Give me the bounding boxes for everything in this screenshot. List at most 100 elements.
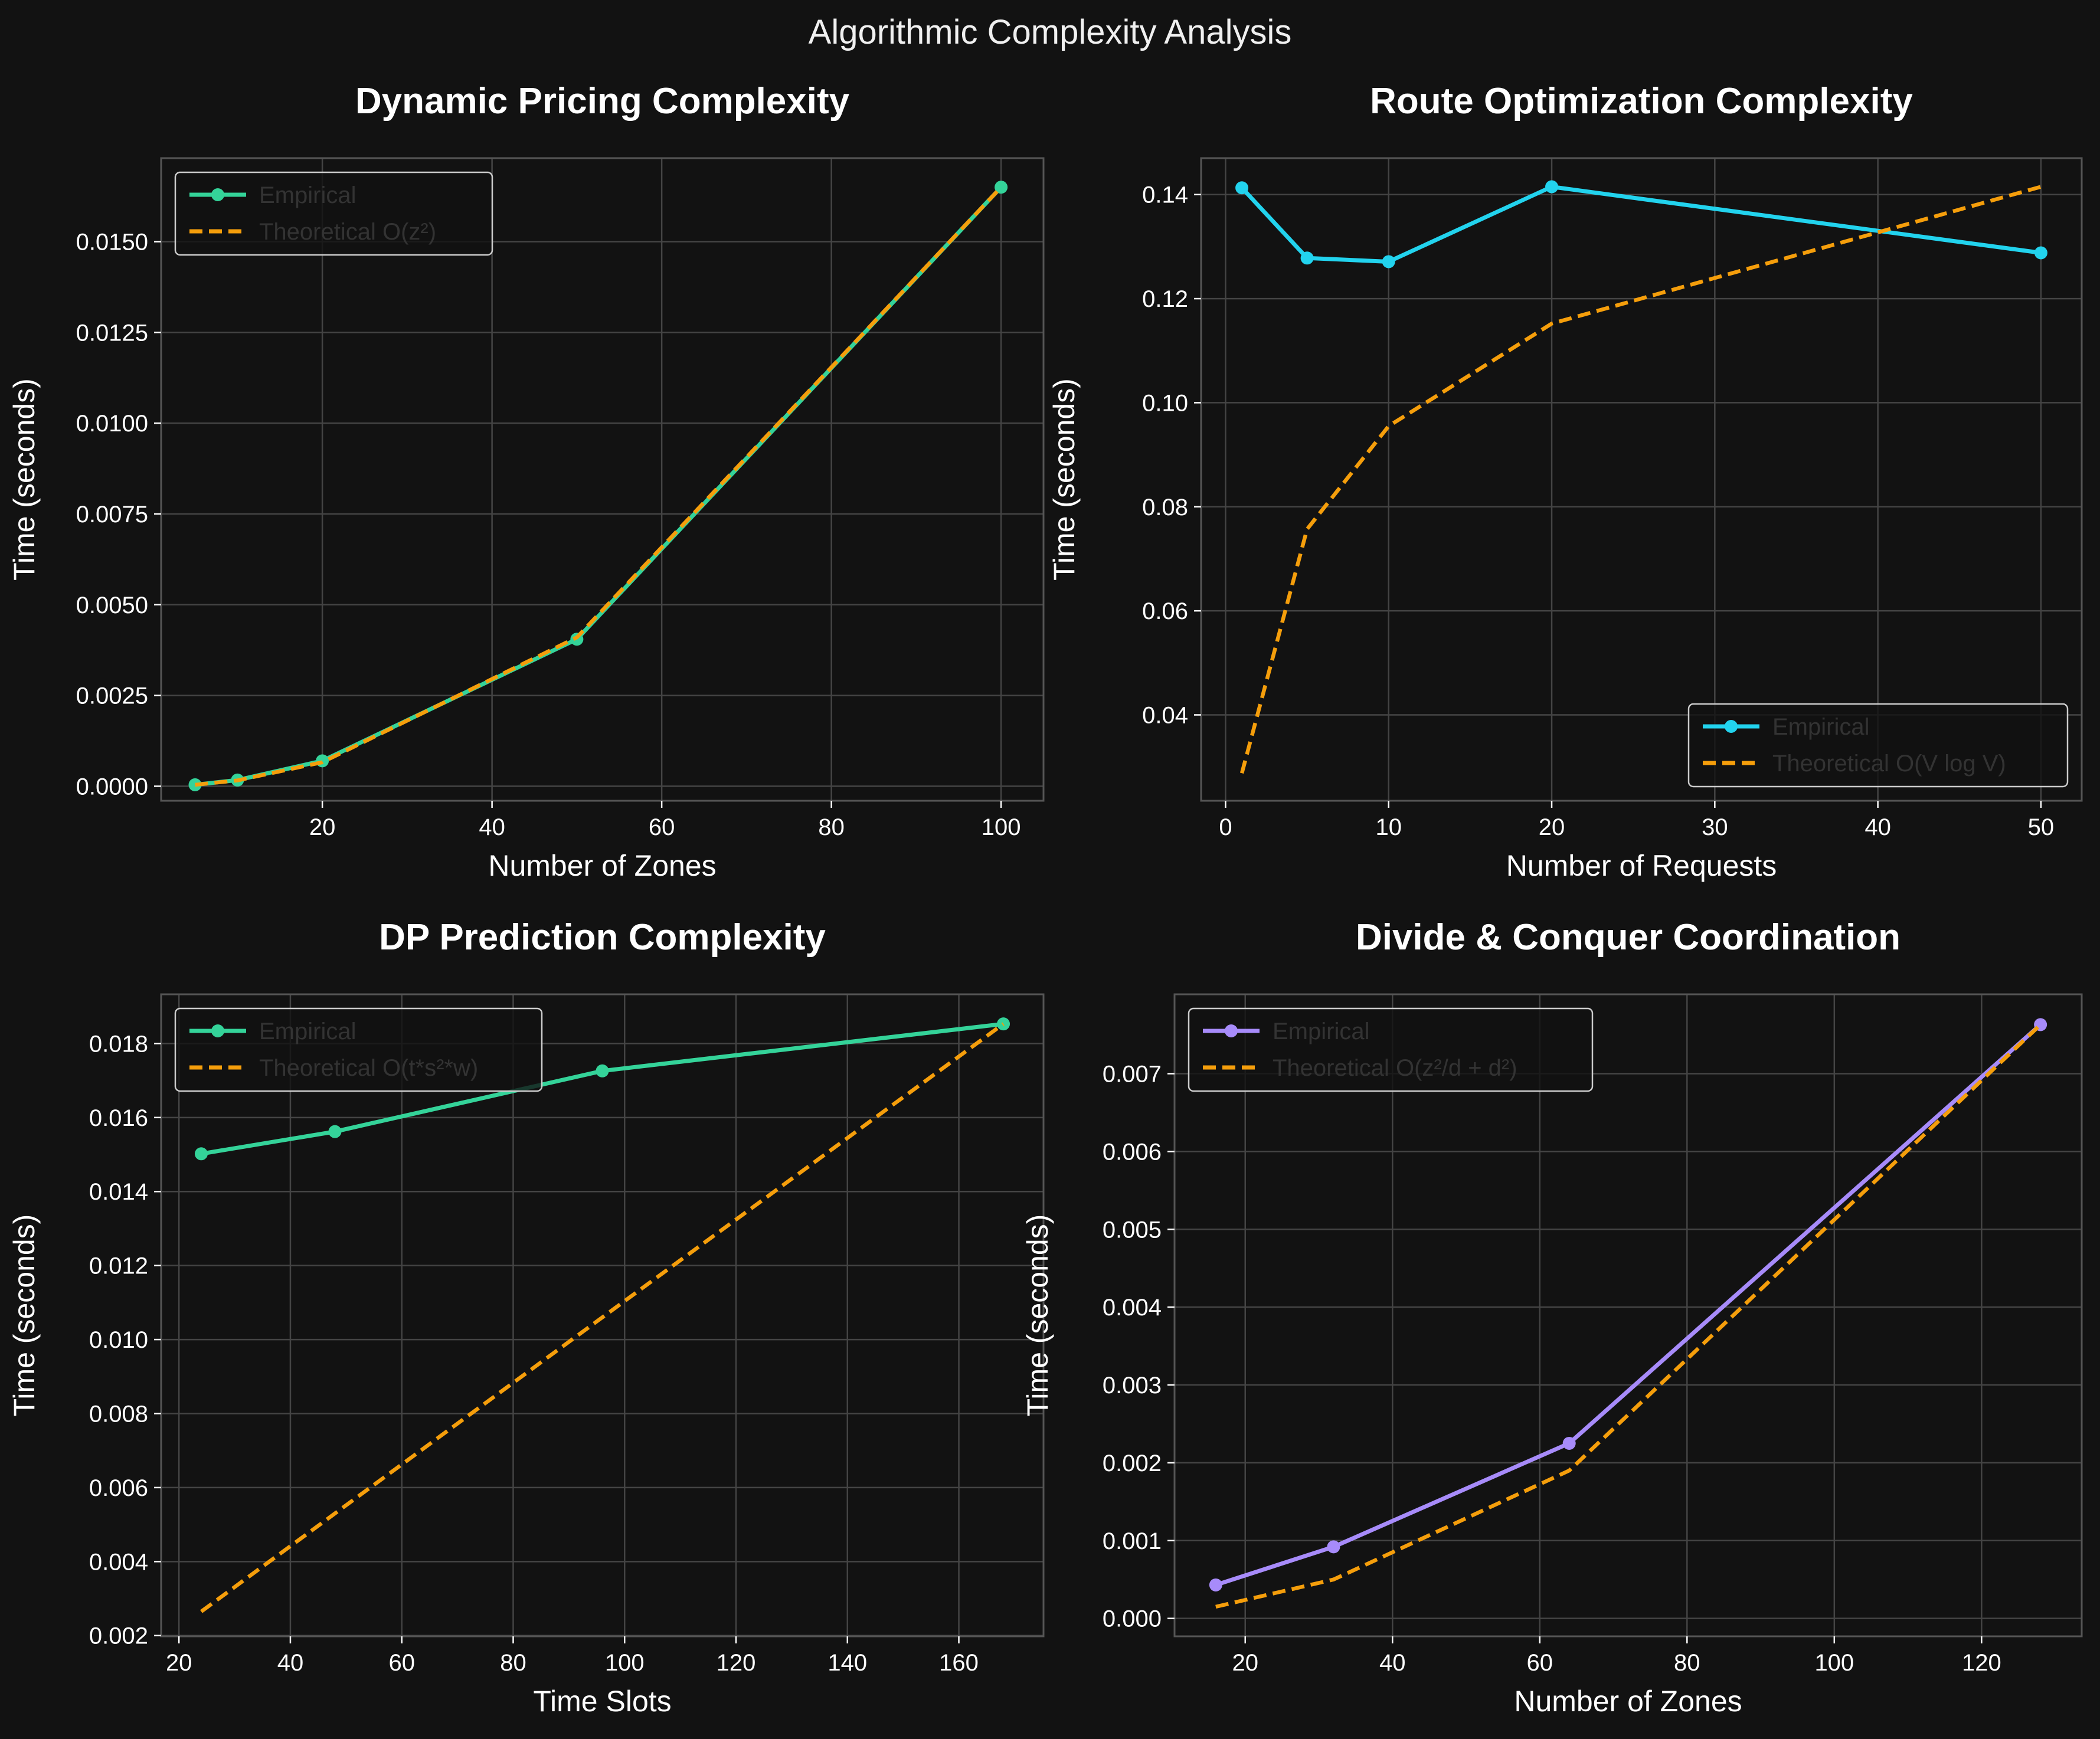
data-point: [328, 1125, 342, 1138]
axes-frame: [160, 157, 1045, 802]
data-point: [1209, 1578, 1222, 1591]
data-point: [596, 1064, 609, 1078]
y-tick-label: 0.0050: [76, 592, 148, 618]
x-tick-label: 120: [1962, 1650, 2001, 1676]
x-axis-label: Number of Requests: [1506, 849, 1777, 882]
y-axis-label: Time (seconds): [1021, 1214, 1054, 1417]
y-tick-label: 0.016: [89, 1105, 148, 1131]
x-tick-label: 20: [1539, 814, 1565, 840]
y-tick-label: 0.003: [1103, 1373, 1162, 1399]
y-axis-label: Time (seconds): [8, 1214, 41, 1417]
data-point: [1300, 251, 1314, 265]
legend: Empirical Theoretical O(V log V): [1687, 703, 2069, 788]
x-tick-label: 20: [166, 1650, 192, 1676]
chart-panel-1: 20 40 60 80 100 0.0000 0.0025 0.0050 0.0075 0.010…: [8, 81, 1045, 882]
y-tick-label: 0.010: [89, 1327, 148, 1353]
x-tick-label: 100: [605, 1650, 645, 1676]
legend-label: Empirical: [1273, 1018, 1369, 1044]
y-tick-label: 0.006: [89, 1475, 148, 1501]
x-tick-label: 100: [1814, 1650, 1854, 1676]
x-tick-label: 60: [1527, 1650, 1553, 1676]
legend-marker: [1725, 720, 1738, 733]
theoretical-series-line: [1239, 185, 2042, 774]
x-tick-label: 10: [1375, 814, 1402, 840]
y-tick-label: 0.08: [1142, 494, 1188, 520]
legend-label: Theoretical O(z²/d + d²): [1273, 1055, 1517, 1081]
data-point: [2034, 246, 2047, 260]
legend-label: Empirical: [259, 1018, 356, 1044]
y-axis-label: Time (seconds): [1048, 378, 1081, 581]
y-tick-label: 0.14: [1142, 182, 1188, 208]
data-point: [995, 181, 1008, 194]
legend-label: Empirical: [259, 182, 356, 208]
axes-frame: [160, 993, 1045, 1638]
x-tick-label: 80: [500, 1650, 526, 1676]
data-point: [1545, 180, 1559, 194]
x-tick-label: 60: [649, 814, 675, 840]
x-tick-label: 0: [1219, 814, 1232, 840]
legend-box: [174, 171, 493, 256]
y-tick-label: 0.0100: [76, 411, 148, 437]
y-tick-label: 0.007: [1103, 1062, 1162, 1088]
legend-label: Theoretical O(t*s²*w): [259, 1055, 478, 1081]
data-point: [1235, 181, 1249, 195]
legend-marker: [211, 1024, 224, 1037]
data-point: [1562, 1436, 1576, 1450]
x-tick-label: 140: [827, 1650, 867, 1676]
y-tick-label: 0.008: [89, 1401, 148, 1427]
y-tick-label: 0.001: [1103, 1528, 1162, 1554]
y-tick-label: 0.012: [89, 1253, 148, 1279]
x-tick-label: 120: [717, 1650, 756, 1676]
legend-marker: [211, 188, 224, 201]
x-tick-label: 40: [1865, 814, 1891, 840]
y-tick-label: 0.0125: [76, 320, 148, 346]
x-tick-label: 100: [982, 814, 1021, 840]
y-tick-label: 0.005: [1103, 1217, 1162, 1243]
x-axis-label: Number of Zones: [1514, 1685, 1742, 1718]
theoretical-series-line: [195, 185, 1003, 787]
legend-marker: [1225, 1024, 1238, 1037]
y-tick-label: 0.014: [89, 1179, 148, 1205]
chart-panel-3: 20 40 60 80 100 120 140 160 0.002 0.004 0.006 0.008…: [8, 917, 1045, 1718]
x-tick-label: 60: [388, 1650, 415, 1676]
y-tick-label: 0.018: [89, 1031, 148, 1057]
x-tick-label: 50: [2028, 814, 2055, 840]
chart-panel-2: 0 10 20 30 40 50 0.04 0.06 0.08 0.10 0.12 0.14 Route…: [1048, 81, 2083, 882]
x-tick-label: 160: [939, 1650, 979, 1676]
x-tick-label: 80: [818, 814, 845, 840]
legend-label: Theoretical O(V log V): [1772, 751, 2006, 777]
legend: Empirical Theoretical O(z²/d + d²): [1188, 1007, 1594, 1092]
theoretical-series-line: [1215, 1023, 2042, 1609]
data-point: [194, 1147, 208, 1161]
y-tick-label: 0.0000: [76, 774, 148, 800]
legend-box: [1188, 1007, 1594, 1092]
empirical-series-line: [1215, 1023, 2042, 1587]
data-point: [316, 754, 329, 768]
y-tick-label: 0.12: [1142, 286, 1188, 312]
chart-title: DP Prediction Complexity: [379, 917, 826, 958]
x-tick-label: 20: [309, 814, 336, 840]
chart-panel-4: 20 40 60 80 100 120 0.000 0.001 0.002 0.003 0.004 0…: [1021, 917, 2083, 1718]
axes-frame: [1173, 993, 2083, 1638]
axes-frame: [1200, 157, 2083, 802]
legend-box: [174, 1007, 543, 1092]
empirical-series-line: [201, 1021, 1004, 1156]
theoretical-series-line: [200, 1022, 1005, 1613]
legend: Empirical Theoretical O(z²): [174, 171, 493, 256]
x-axis-label: Time Slots: [533, 1685, 671, 1718]
x-tick-label: 80: [1674, 1650, 1700, 1676]
y-tick-label: 0.0025: [76, 683, 148, 709]
x-tick-label: 30: [1702, 814, 1728, 840]
chart-title: Divide & Conquer Coordination: [1356, 917, 1901, 958]
x-tick-label: 20: [1232, 1650, 1259, 1676]
legend: Empirical Theoretical O(t*s²*w): [174, 1007, 543, 1092]
y-tick-label: 0.004: [1103, 1295, 1162, 1321]
y-tick-label: 0.04: [1142, 703, 1188, 729]
legend-label: Theoretical O(z²): [259, 219, 436, 245]
figure-title: Algorithmic Complexity Analysis: [809, 13, 1292, 51]
y-tick-label: 0.000: [1103, 1606, 1162, 1632]
legend-box: [1687, 703, 2069, 788]
y-tick-label: 0.002: [1103, 1450, 1162, 1476]
